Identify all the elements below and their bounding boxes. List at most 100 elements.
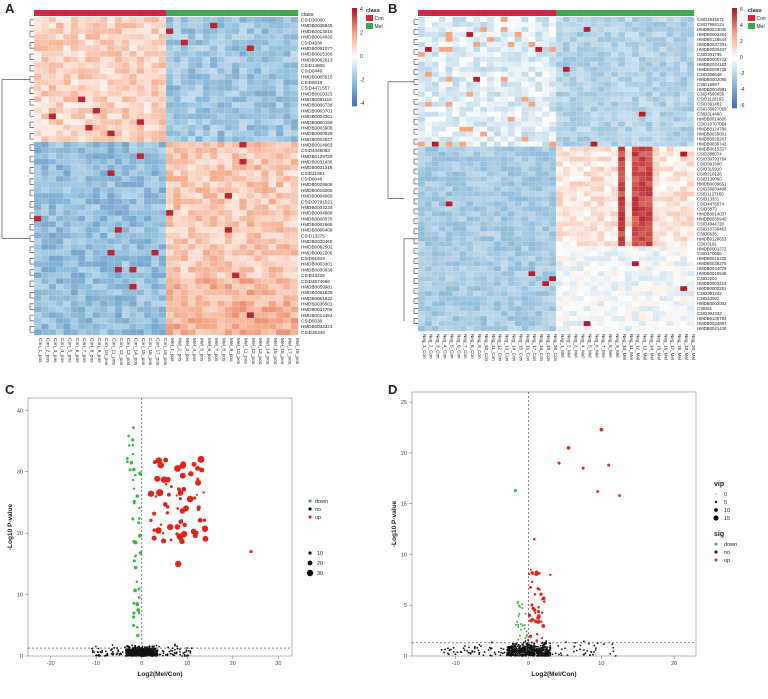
heatmap-cell (158, 255, 167, 262)
heatmap-cell (500, 86, 508, 92)
heatmap-cell (431, 21, 439, 28)
heatmap-cell (290, 187, 299, 194)
heatmap-cell (100, 22, 108, 29)
heatmap-cell (195, 312, 203, 319)
heatmap-cell (590, 126, 598, 132)
heatmap-cell (144, 39, 152, 46)
class-bar-cell (246, 10, 255, 16)
heatmap-cell (583, 181, 591, 187)
heatmap-cell (638, 151, 646, 157)
heatmap-cell (445, 61, 453, 68)
heatmap-cell (239, 85, 247, 92)
heatmap-cell (480, 271, 488, 277)
heatmap-cell (63, 289, 71, 296)
heatmap-cell (673, 181, 681, 187)
heatmap-cell (100, 210, 108, 216)
heatmap-cell (528, 246, 536, 252)
heatmap-cell (48, 96, 57, 103)
heatmap-cell (569, 291, 577, 297)
heatmap-cell (493, 306, 501, 312)
heatmap-cell (631, 301, 639, 307)
heatmap-cell (604, 271, 612, 277)
heatmap-cell (107, 170, 115, 177)
heatmap-cell (645, 216, 653, 222)
heatmap-cell (70, 96, 79, 103)
heatmap-cell (136, 295, 145, 302)
heatmap-cell (673, 51, 681, 58)
heatmap-cell (224, 295, 233, 302)
heatmap-cell (41, 317, 49, 324)
heatmap-cell (254, 187, 262, 194)
heatmap-cell (173, 261, 181, 268)
heatmap-cell (652, 81, 660, 87)
heatmap-cell (459, 71, 467, 78)
heatmap-cell (166, 317, 174, 324)
heatmap-cell (100, 244, 108, 251)
heatmap-cell (500, 296, 508, 302)
heatmap-cell (210, 227, 218, 233)
heatmap-cell (445, 311, 453, 317)
heatmap-cell (542, 61, 550, 68)
heatmap-cell (631, 311, 639, 317)
row-label: HMDB0041430 (697, 326, 727, 331)
heatmap-cell (217, 204, 225, 211)
heatmap-cell (625, 86, 633, 92)
heatmap-cell (144, 221, 152, 228)
heatmap-cell (424, 161, 432, 167)
heatmap-cell (283, 113, 291, 120)
heatmap-cell (92, 215, 101, 222)
heatmap-cell (246, 198, 255, 205)
heatmap-cell (590, 146, 598, 152)
heatmap-cell (232, 102, 240, 109)
heatmap-cell (217, 317, 225, 324)
heatmap-cell (576, 81, 584, 87)
heatmap-cell (151, 329, 159, 336)
heatmap-cell (41, 170, 49, 177)
heatmap-cell (424, 246, 432, 252)
heatmap-cell (276, 329, 284, 336)
heatmap-cell (246, 272, 255, 279)
heatmap-cell (507, 126, 515, 132)
heatmap-cell (507, 216, 515, 222)
heatmap-cell (452, 61, 460, 68)
heatmap-cell (549, 166, 557, 172)
heatmap-cell (618, 256, 626, 262)
heatmap-cell (424, 146, 432, 152)
heatmap-cell (224, 39, 233, 46)
heatmap-cell (158, 22, 167, 29)
heatmap-cell (652, 151, 660, 157)
heatmap-cell (459, 146, 467, 152)
heatmap-cell (590, 246, 598, 252)
heatmap-cell (680, 286, 688, 292)
heatmap-cell (680, 191, 688, 197)
heatmap-cell (493, 266, 501, 272)
heatmap-cell (625, 136, 633, 142)
heatmap-cell (63, 34, 71, 40)
heatmap-cell (114, 255, 123, 262)
heatmap-cell (625, 166, 633, 172)
heatmap-cell (507, 156, 515, 162)
heatmap-cell (114, 193, 123, 199)
heatmap-cell (246, 56, 255, 63)
heatmap-cell (487, 116, 495, 122)
heatmap-cell (680, 231, 688, 237)
heatmap-cell (680, 271, 688, 277)
heatmap-cell (535, 176, 543, 182)
heatmap-cell (85, 73, 93, 80)
heatmap-cell (659, 306, 667, 312)
heatmap-cell (673, 236, 681, 242)
heatmap-cell (473, 51, 481, 58)
heatmap-cell (673, 131, 681, 137)
heatmap-cell (166, 62, 174, 69)
colorbar-step (352, 66, 357, 70)
heatmap-cell (576, 286, 584, 292)
heatmap-cell (48, 317, 57, 324)
heatmap-cell (85, 17, 93, 23)
heatmap-cell (597, 271, 605, 277)
heatmap-cell (188, 193, 196, 199)
heatmap-cell (217, 158, 225, 165)
heatmap-cell (604, 101, 612, 107)
heatmap-cell (114, 261, 123, 268)
heatmap-cell (521, 81, 529, 87)
heatmap-cell (480, 156, 488, 162)
